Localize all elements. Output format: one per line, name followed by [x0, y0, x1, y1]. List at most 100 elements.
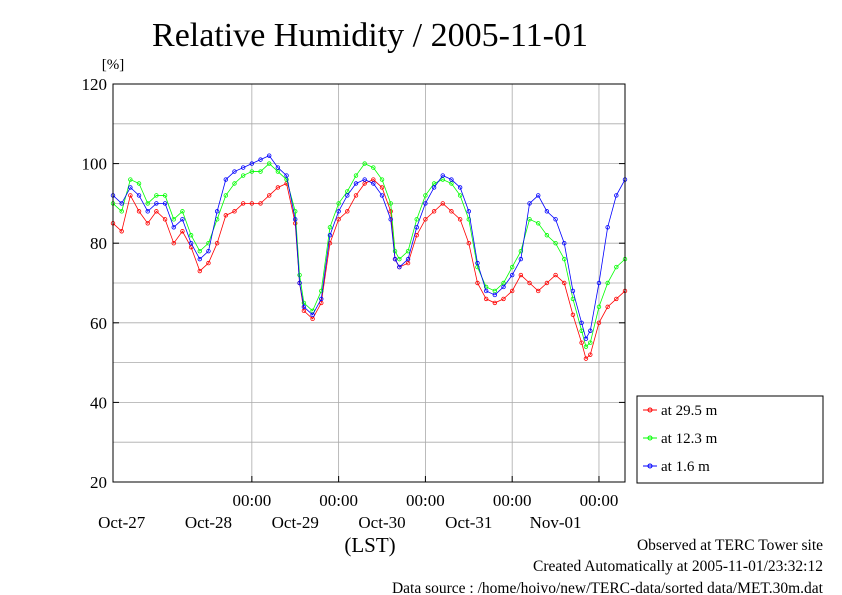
series-point-0 [583, 356, 589, 361]
series-point-0 [206, 260, 211, 266]
series-point-2 [293, 217, 298, 222]
series-point-0 [223, 213, 229, 218]
series-point-2 [475, 260, 480, 266]
series-point-2 [188, 240, 194, 246]
series-point-1 [162, 193, 168, 198]
series-point-0 [562, 280, 567, 286]
series-point-2 [518, 256, 524, 262]
legend-label: at 1.6 m [661, 459, 710, 475]
series-point-2 [284, 173, 289, 178]
y-axis: 20 40 60 80 100 120 [82, 75, 625, 492]
series-point-0 [596, 320, 602, 325]
series-point-2 [206, 248, 211, 254]
series-point-2 [509, 272, 515, 278]
series-point-0 [267, 193, 272, 198]
series-point-2 [440, 173, 445, 178]
series-point-0 [431, 209, 437, 214]
series-point-0 [605, 304, 610, 310]
x-tick-label-date: Oct-31 [445, 513, 492, 532]
series-point-0 [492, 300, 498, 306]
series-point-2 [171, 225, 176, 230]
series-point-0 [232, 209, 237, 214]
series-point-0 [423, 217, 428, 222]
series-point-1 [232, 181, 237, 186]
series-point-2 [614, 193, 619, 198]
series-point-2 [449, 177, 454, 182]
series-point-0 [518, 272, 524, 278]
y-tick-label: 60 [90, 314, 107, 333]
plot-frame [112, 83, 626, 483]
series-point-2 [197, 256, 202, 262]
series-point-0 [162, 217, 168, 222]
series-point-2 [579, 320, 584, 325]
series-point-0 [128, 193, 133, 198]
series-point-1 [562, 256, 567, 262]
series-point-1 [119, 209, 124, 214]
series-point-0 [570, 312, 576, 318]
series-point-1 [336, 201, 341, 206]
series-point-1 [145, 201, 150, 206]
series-point-1 [536, 221, 541, 226]
legend: at 29.5 m at 12.3 m at 1.6 m [636, 395, 824, 484]
chart-title: Relative Humidity / 2005-11-01 [152, 17, 588, 54]
x-tick-label-date: Nov-01 [530, 513, 582, 532]
series-point-2 [501, 284, 506, 290]
series-point-2 [562, 240, 567, 246]
series-point-2 [596, 280, 602, 286]
series-point-0 [440, 201, 445, 206]
series-point-1 [583, 344, 589, 349]
annotation-created: Created Automatically at 2005-11-01/23:3… [533, 558, 823, 575]
series-point-1 [267, 161, 272, 166]
series-point-2 [570, 288, 576, 294]
series-point-1 [614, 264, 619, 270]
series-point-1 [397, 256, 402, 262]
series-point-2 [240, 165, 246, 170]
series-point-1 [362, 161, 367, 166]
legend-label: at 29.5 m [661, 403, 718, 419]
y-tick-label: 20 [90, 473, 107, 492]
series-point-2 [327, 233, 333, 238]
series-point-1 [457, 193, 463, 198]
series-point-2 [180, 217, 185, 222]
series-layer [110, 153, 628, 361]
legend-box [636, 395, 824, 484]
x-tick-label-date: Oct-28 [185, 513, 232, 532]
series-point-0 [449, 209, 454, 214]
series-point-0 [483, 296, 489, 302]
series-point-0 [275, 185, 281, 190]
series-point-1 [197, 248, 202, 254]
y-axis-unit: [%] [102, 57, 125, 73]
series-point-1 [596, 304, 602, 310]
series-point-2 [379, 193, 385, 198]
series-point-0 [388, 209, 393, 214]
series-point-2 [392, 256, 398, 262]
series-point-1 [553, 240, 558, 246]
series-point-1 [327, 225, 333, 230]
series-point-1 [297, 272, 302, 278]
series-point-0 [457, 217, 463, 222]
series-point-2 [223, 177, 229, 182]
series-point-2 [423, 201, 428, 206]
series-point-1 [319, 288, 324, 294]
series-point-1 [249, 169, 255, 174]
series-point-0 [180, 229, 185, 234]
series-point-2 [232, 169, 237, 174]
series-point-1 [353, 173, 359, 178]
legend-label: at 12.3 m [661, 431, 718, 447]
series-point-1 [154, 193, 159, 198]
series-point-2 [588, 328, 593, 333]
series-point-2 [214, 209, 220, 214]
series-point-2 [544, 209, 550, 214]
series-point-2 [414, 225, 419, 230]
series-point-0 [527, 280, 532, 286]
annotation-site: Observed at TERC Tower site [637, 537, 823, 554]
series-point-1 [388, 201, 393, 206]
series-point-0 [544, 280, 550, 286]
series-point-1 [128, 177, 133, 182]
x-axis: 00:00 00:00 00:00 00:00 00:00 Oct-27 Oct-28 Oct… [98, 476, 618, 532]
series-point-2 [605, 225, 610, 230]
series-point-2 [457, 185, 463, 190]
series-point-2 [536, 193, 541, 198]
series-point-1 [188, 233, 194, 238]
series-point-1 [223, 193, 229, 198]
